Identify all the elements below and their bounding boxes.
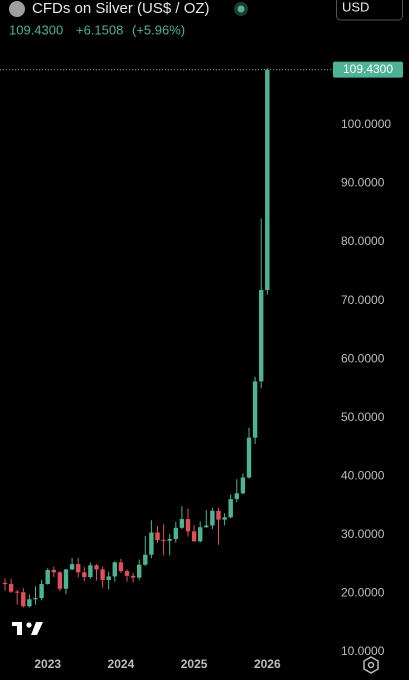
y-tick-label: 60.0000 <box>341 351 385 365</box>
candle-body <box>33 598 38 600</box>
candle-body <box>222 517 227 520</box>
last-price-label: 109.4300 <box>343 62 393 76</box>
candle-body <box>204 525 209 528</box>
settings-hex[interactable] <box>363 656 379 674</box>
candle-body <box>100 569 105 580</box>
y-tick-label: 90.0000 <box>341 176 385 190</box>
settings-center[interactable] <box>367 661 375 669</box>
currency[interactable]: USD <box>342 0 369 14</box>
symbol-icon <box>9 1 25 17</box>
candle-body <box>57 572 63 589</box>
y-tick-label: 20.0000 <box>341 586 385 600</box>
tv-logo <box>12 622 43 635</box>
candle-body <box>2 582 8 585</box>
candle-body <box>234 493 239 500</box>
y-tick-label: 50.0000 <box>341 410 385 424</box>
logo-part <box>26 622 32 628</box>
candle-body <box>167 538 172 541</box>
candle-body <box>21 592 26 607</box>
y-tick-label: 10.0000 <box>341 644 385 658</box>
plot-area: 10.0000 20.0000 30.0000 40.0000 50.0000 60.00… <box>0 61 403 671</box>
candle-body <box>112 562 117 577</box>
candle-body <box>82 572 87 578</box>
candle-body <box>179 519 185 528</box>
candle-body <box>246 437 252 478</box>
y-tick-label: 100.0000 <box>341 117 391 131</box>
candle-body <box>259 290 264 382</box>
candle-body <box>191 531 197 542</box>
candle-body <box>124 571 130 576</box>
price-change: +6.1508 <box>76 22 123 37</box>
price-change-pct: (+5.96%) <box>132 22 185 37</box>
candle-body <box>228 499 233 518</box>
candle-body <box>265 69 270 291</box>
currency-box[interactable] <box>336 0 403 21</box>
candle-body <box>161 540 166 542</box>
logo-part <box>17 622 22 635</box>
candle-body <box>252 381 258 438</box>
candle-body <box>149 532 154 555</box>
candle-body <box>155 532 160 541</box>
candle-body <box>106 576 111 580</box>
x-tick-label: 2024 <box>108 657 135 671</box>
candle-body <box>27 599 32 607</box>
candle-body <box>216 510 221 520</box>
candle-body <box>39 584 44 599</box>
x-tick-label: 2025 <box>181 657 208 671</box>
candle-body <box>51 569 56 573</box>
y-tick-label: 30.0000 <box>341 527 385 541</box>
candle-body <box>63 569 69 589</box>
last-price-box <box>333 61 403 78</box>
candle-body <box>118 562 124 572</box>
candle-body <box>185 519 191 532</box>
settings-icon[interactable] <box>363 656 379 674</box>
y-tick-label: 80.0000 <box>341 234 385 248</box>
status-dot <box>237 5 245 13</box>
candle-body <box>45 569 50 585</box>
y-tick-label: 70.0000 <box>341 293 385 307</box>
candle-body <box>15 591 20 593</box>
candle-body <box>173 527 178 539</box>
candle-body <box>94 565 99 570</box>
y-tick-label: 40.0000 <box>341 468 385 482</box>
last-price: 109.4300 <box>9 22 63 37</box>
x-tick-label: 2026 <box>254 657 281 671</box>
candle-body <box>240 477 246 494</box>
candle-body <box>143 554 148 565</box>
candle-body <box>137 564 142 578</box>
candle-body <box>76 564 81 573</box>
x-tick-label: 2023 <box>34 657 61 671</box>
candle-body <box>69 564 75 570</box>
candle-body <box>198 527 203 542</box>
logo-part <box>31 622 43 635</box>
chart-title: CFDs on Silver (US$ / OZ) <box>32 0 210 17</box>
candle-body <box>210 510 215 526</box>
candle-body <box>88 565 93 578</box>
candle-body <box>8 584 14 592</box>
candle-body <box>130 575 136 578</box>
